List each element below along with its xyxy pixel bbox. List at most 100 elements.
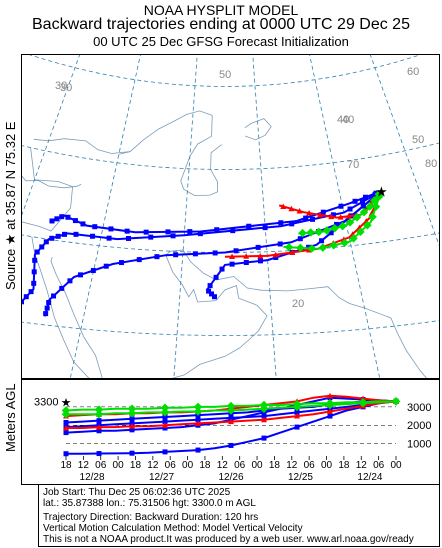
trajectory-marker-2: [165, 229, 171, 235]
time-tick-label: 18: [338, 460, 350, 471]
trajectory-marker-4: [233, 248, 239, 254]
grid-labels: 60 50 40 30 20 30 40 50 70 80: [55, 66, 437, 310]
trajectory-marker-2: [338, 203, 344, 209]
height-marker-3: [162, 449, 168, 455]
trajectory-marker-1: [39, 244, 45, 250]
trajectory-marker-2: [278, 220, 284, 226]
height-marker-1: [294, 409, 300, 415]
trajectory-marker-2: [143, 229, 149, 235]
trajectory-marker-5: [243, 253, 250, 259]
trajectory-marker-4: [67, 278, 73, 284]
trajectory-marker-4: [44, 305, 50, 311]
time-tick-label: 12: [147, 460, 159, 471]
coastline-segment-8: [11, 173, 82, 189]
height-profile-panel: 3000 2000 1000 3300 ★ 18 12 06 00 18 12 06 00 18 12 06 0…: [21, 379, 440, 485]
trajectory-marker-8: [352, 213, 362, 222]
profile-axis-labels: 3000 2000 1000 3300 ★ 18 12 06 00 18 12 06 00 18 12 06 0…: [34, 395, 431, 483]
source-star-marker: ★: [375, 183, 388, 199]
trajectory-marker-1: [106, 235, 112, 241]
trajectory-marker-2: [303, 215, 309, 221]
trajectory-marker-2: [246, 223, 252, 229]
longitude-label-40: 40: [337, 114, 349, 126]
trajectory-marker-8: [322, 226, 332, 235]
disclaimer-line: This is not a NOAA product.It was produc…: [43, 534, 414, 545]
trajectory-marker-4: [212, 250, 218, 256]
trajectory-marker-2: [65, 214, 71, 220]
trajectory-marker-4: [51, 293, 57, 299]
height-marker-5: [228, 418, 234, 425]
latitude-label-20: 20: [292, 298, 304, 310]
trajectory-marker-7: [371, 202, 381, 211]
height-marker-4: [63, 430, 69, 436]
date-label: 12/27: [149, 472, 174, 483]
height-marker-8: [325, 398, 335, 408]
trajectory-marker-4: [59, 285, 65, 291]
latitude-line-30: [0, 230, 442, 253]
trajectory-marker-3: [229, 261, 235, 267]
height-marker-5: [294, 413, 300, 419]
trajectory-marker-1: [310, 216, 316, 222]
profile-y-axis-label: Meters AGL: [3, 383, 18, 452]
trajectory-marker-4: [277, 241, 283, 247]
height-marker-3: [63, 451, 69, 457]
height-marker-5: [63, 425, 69, 431]
job-info-footer: Job Start: Thu Dec 25 06:02:36 UTC 2025 …: [38, 485, 440, 547]
latitude-line-40: [0, 139, 442, 170]
trajectory-marker-8: [370, 196, 379, 205]
height-marker-3: [327, 413, 333, 419]
trajectory-marker-3: [209, 291, 215, 297]
trajectory-marker-7: [356, 227, 365, 237]
coastline-segment-6: [244, 118, 272, 141]
trajectory-marker-1: [62, 231, 67, 237]
height-marker-2: [96, 418, 102, 424]
trajectory-marker-6: [317, 211, 324, 218]
height-marker-3: [96, 451, 102, 457]
source-location-label: Source ★ at 35.87 N 75.32 E: [3, 121, 18, 290]
trajectory-marker-1: [330, 212, 336, 218]
trajectory-marker-2: [320, 209, 326, 215]
trajectory-marker-1: [359, 199, 365, 205]
time-tick-label: 00: [251, 460, 263, 471]
trajectory-marker-4: [360, 203, 366, 209]
trajectory-marker-3: [328, 230, 334, 236]
trajectory-marker-3: [206, 288, 212, 294]
trajectory-marker-6: [345, 213, 352, 219]
time-tick-label: 12: [217, 460, 229, 471]
trajectory-marker-6: [328, 213, 335, 220]
date-label: 12/28: [80, 472, 105, 483]
trajectory-marker-3: [273, 254, 279, 260]
time-tick-label: 12: [356, 460, 368, 471]
height-marker-5: [261, 416, 267, 423]
time-tick-label: 18: [60, 460, 72, 471]
trajectory-direction-line: Trajectory Direction: Backward Duration:…: [43, 512, 259, 523]
trajectory-marker-6: [280, 203, 287, 210]
trajectory-marker-8: [374, 189, 384, 199]
coastline-segment-4: [170, 249, 442, 397]
height-marker-5: [327, 408, 333, 414]
time-tick-label: 06: [165, 460, 177, 471]
time-tick-label: 18: [130, 460, 142, 471]
trajectory-marker-4: [77, 272, 83, 278]
trajectory-marker-8: [330, 224, 339, 233]
trajectory-marker-4: [103, 263, 109, 269]
height-marker-5: [162, 422, 168, 428]
trajectory-marker-5: [289, 249, 296, 255]
trajectory-marker-1: [73, 231, 79, 237]
height-marker-3: [129, 450, 135, 456]
trajectory-marker-3: [219, 266, 225, 272]
longitude-label-30: 30: [60, 82, 72, 94]
trajectory-marker-7: [284, 242, 294, 252]
time-tick-label: 00: [321, 460, 333, 471]
latitude-label-60: 60: [407, 66, 419, 78]
trajectory-marker-7: [296, 243, 305, 253]
trajectory-marker-1: [43, 239, 49, 245]
longitude-line-70: [297, 0, 388, 412]
trajectory-marker-4: [154, 254, 160, 260]
height-marker-1: [261, 413, 267, 419]
trajectory-marker-2: [72, 218, 78, 224]
trajectory-marker-2: [59, 214, 65, 220]
coastline-segment-1: [0, 147, 74, 232]
height-marker-3: [261, 435, 267, 441]
trajectory-line-7: [283, 190, 383, 250]
trajectory-marker-1: [347, 206, 353, 212]
